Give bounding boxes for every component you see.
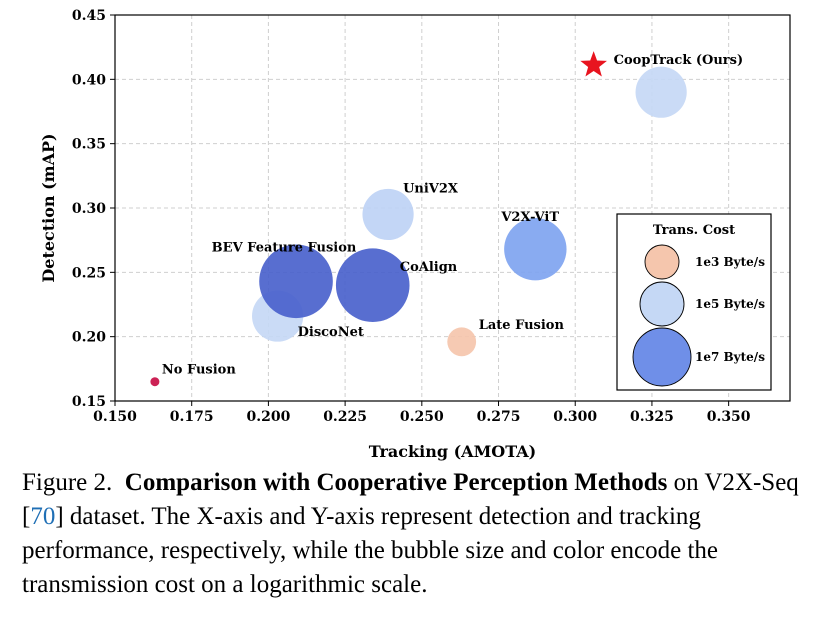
figure-label: Figure 2.	[22, 469, 113, 496]
legend-title: Trans. Cost	[653, 223, 735, 238]
y-tick-label: 0.20	[72, 330, 106, 346]
legend: Trans. Cost 1e3 Byte/s 1e5 Byte/s 1e7 Byte/…	[616, 213, 772, 391]
y-tick-label: 0.15	[72, 394, 106, 410]
legend-entry-label: 1e7 Byte/s	[695, 350, 765, 364]
bubble-point	[635, 66, 687, 118]
point-label: CoopTrack (Ours)	[614, 53, 743, 68]
caption-text-before-ref: on V2X-Seq [	[22, 469, 799, 530]
legend-entry-label: 1e5 Byte/s	[695, 297, 765, 311]
point-label: BEV Feature Fusion	[212, 240, 357, 255]
caption-text-after-ref: ] dataset. The X-axis and Y-axis represe…	[22, 503, 718, 598]
x-tick-label: 0.275	[477, 409, 521, 425]
x-tick-label: 0.150	[93, 409, 137, 425]
y-tick-label: 0.30	[72, 201, 106, 217]
citation-link[interactable]: 70	[30, 503, 56, 530]
point-labels: No Fusion DiscoNet BEV Feature Fusion CoAli…	[162, 53, 743, 378]
point-label: UniV2X	[403, 181, 459, 196]
legend-swatch	[639, 281, 685, 327]
bubble-point	[504, 217, 567, 281]
point-label: V2X-ViT	[500, 210, 559, 225]
x-tick-label: 0.300	[553, 409, 597, 425]
x-tick-label: 0.225	[323, 409, 367, 425]
axis-ticks: 0.150 0.175 0.200 0.225 0.250 0.275 0.300 0.325…	[72, 8, 751, 425]
caption-title: Comparison with Cooperative Perception M…	[124, 469, 668, 496]
point-label: DiscoNet	[298, 325, 364, 340]
x-tick-label: 0.175	[170, 409, 214, 425]
star-marker	[580, 51, 607, 77]
x-tick-label: 0.200	[246, 409, 290, 425]
legend-swatch	[644, 244, 680, 280]
y-tick-label: 0.35	[72, 137, 106, 153]
x-tick-label: 0.350	[707, 409, 751, 425]
bubble-point	[362, 188, 414, 241]
x-tick-label: 0.325	[630, 409, 674, 425]
x-axis-title: Tracking (AMOTA)	[369, 442, 536, 461]
point-label: No Fusion	[162, 363, 236, 378]
y-tick-label: 0.25	[72, 265, 106, 281]
y-tick-label: 0.45	[72, 8, 106, 24]
bubble-chart: No Fusion DiscoNet BEV Feature Fusion CoAli…	[39, 8, 791, 461]
bubble-point	[259, 244, 333, 319]
bubble-point	[447, 327, 477, 357]
figure-caption: Figure 2. Comparison with Cooperative Pe…	[22, 466, 822, 602]
legend-swatch	[632, 327, 692, 387]
y-axis-title: Detection (mAP)	[39, 133, 58, 282]
x-tick-label: 0.250	[400, 409, 444, 425]
bubble-point	[150, 377, 160, 387]
legend-entry-label: 1e3 Byte/s	[695, 255, 765, 269]
point-label: Late Fusion	[479, 318, 565, 333]
bubble-point	[335, 248, 410, 322]
point-label: CoAlign	[400, 260, 458, 275]
y-tick-label: 0.40	[72, 72, 106, 88]
bubbles	[150, 51, 687, 387]
